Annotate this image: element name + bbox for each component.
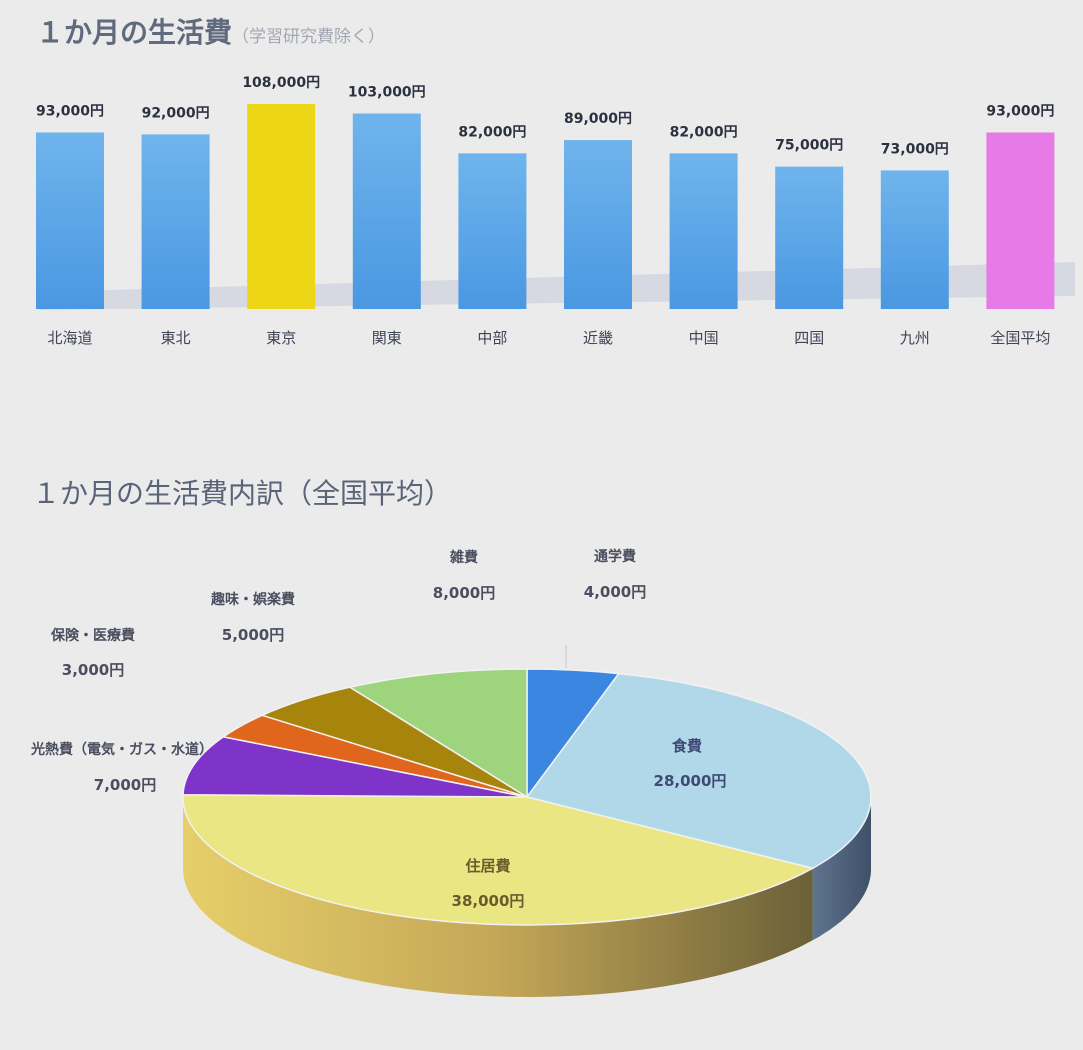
bar-value-label: 93,000円	[36, 103, 104, 119]
bar-category-label: 北海道	[47, 329, 92, 347]
pie-chart-title: １か月の生活費内訳（全国平均）	[32, 477, 452, 510]
bar-関東	[352, 113, 421, 309]
bar-category-label: 近畿	[583, 329, 613, 347]
bar-value-label: 103,000円	[348, 84, 426, 100]
pie-value-label: 3,000円	[62, 661, 124, 679]
pie-label: 趣味・娯楽費	[210, 591, 295, 608]
bar-東京	[247, 104, 316, 309]
pie-value-label: 7,000円	[94, 776, 156, 794]
bar-category-label: 中国	[689, 329, 719, 347]
bar-近畿	[564, 140, 632, 309]
bar-chart-title-main: １か月の生活費	[36, 16, 232, 49]
bar-中国	[669, 153, 738, 309]
bar-category-label: 四国	[794, 329, 824, 347]
pie-value-label: 28,000円	[654, 772, 727, 790]
pie-slice-食費	[525, 672, 872, 870]
pie-value-label: 5,000円	[222, 626, 284, 644]
pie-slice-雑費	[348, 668, 528, 799]
bar-中部	[458, 153, 527, 309]
bar-value-label: 108,000円	[242, 75, 320, 91]
bar-category-label: 九州	[900, 329, 930, 347]
bar-value-label: 75,000円	[775, 138, 843, 154]
bar-全国平均	[986, 132, 1055, 309]
pie-value-label: 4,000円	[584, 583, 646, 601]
bar-九州	[880, 170, 949, 309]
pie-label: 保険・医療費	[50, 627, 135, 644]
pie-chart	[182, 668, 872, 997]
bar-四国	[775, 166, 844, 309]
bar-value-label: 82,000円	[670, 124, 738, 140]
pie-side-wall	[812, 797, 871, 941]
bar-category-label: 関東	[372, 329, 402, 347]
pie-side-wall	[183, 797, 813, 997]
pie-label: 食費	[672, 737, 702, 755]
bar-category-label: 東北	[161, 329, 191, 347]
bar-category-label: 中部	[477, 329, 507, 347]
bar-chart-title: １か月の生活費（学習研究費除く）	[36, 16, 385, 49]
bar-value-label: 82,000円	[458, 124, 526, 140]
bar-value-label: 92,000円	[142, 105, 210, 121]
bar-category-label: 東京	[266, 329, 296, 347]
pie-label: 住居費	[465, 857, 510, 875]
bar-北海道	[36, 132, 104, 309]
bar-value-label: 89,000円	[564, 111, 632, 127]
bar-chart-title-sub: （学習研究費除く）	[232, 27, 385, 47]
bar-category-label: 全国平均	[990, 329, 1050, 347]
pie-label: 光熱費（電気・ガス・水道）	[30, 741, 213, 758]
bar-chart: 93,000円北海道92,000円東北108,000円東京103,000円関東8…	[36, 75, 1054, 347]
pie-label: 雑費	[449, 549, 478, 566]
pie-label: 通学費	[594, 548, 636, 565]
pie-slice-住居費	[182, 794, 815, 926]
pie-value-label: 38,000円	[452, 892, 525, 910]
bar-value-label: 93,000円	[986, 103, 1054, 119]
bar-value-label: 73,000円	[881, 141, 949, 157]
bar-東北	[141, 134, 210, 309]
pie-value-label: 8,000円	[433, 584, 495, 602]
pie-slice-光熱費（電気・ガス・水道）	[182, 736, 528, 798]
